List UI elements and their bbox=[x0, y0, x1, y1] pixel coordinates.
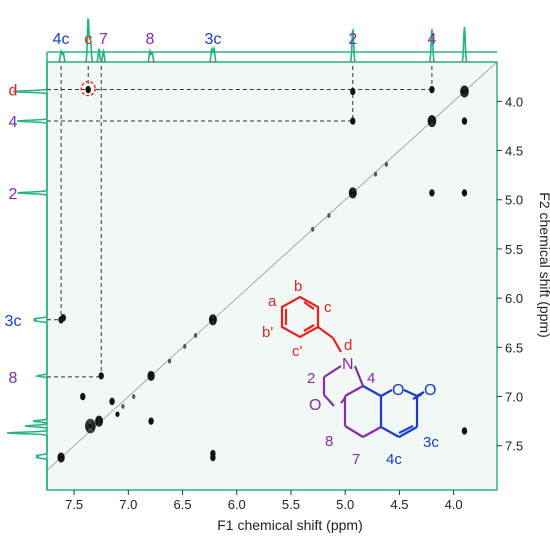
x-tick-label: 7.0 bbox=[119, 497, 137, 512]
x-tick-label: 5.0 bbox=[336, 497, 354, 512]
y-tick-label: 4.0 bbox=[505, 94, 523, 109]
top-peak-label: 4 bbox=[427, 31, 436, 48]
diagonal-line bbox=[46, 61, 498, 471]
diagonal-peak bbox=[427, 115, 437, 128]
left-peak-label: 2 bbox=[9, 186, 18, 203]
structure-label-8: 8 bbox=[325, 433, 333, 450]
cross-peak bbox=[98, 372, 104, 380]
structure-atom-o-ring: O bbox=[309, 397, 321, 414]
diagonal-peak bbox=[460, 85, 469, 98]
highlight-circle bbox=[80, 80, 96, 97]
diagonal-peak bbox=[85, 418, 96, 434]
y-tick-label: 7.5 bbox=[505, 439, 523, 454]
cross-peak bbox=[60, 314, 66, 322]
diagonal-dot bbox=[193, 333, 198, 338]
left-peak-label: 8 bbox=[9, 370, 18, 387]
structure-label-c: c bbox=[324, 299, 332, 316]
structure-atom-o-lactone: O bbox=[392, 382, 404, 399]
chemical-structure: a b c b' c' d N 2 4 O 8 7 O O 4c 3c bbox=[262, 278, 439, 468]
cross-peak bbox=[350, 87, 356, 96]
top-peak-label: 2 bbox=[348, 31, 357, 48]
x-axis-label: F1 chemical shift (ppm) bbox=[217, 517, 362, 533]
structure-atom-o-carbonyl: O bbox=[424, 382, 436, 399]
y-axis-label: F2 chemical shift (ppm) bbox=[537, 192, 550, 337]
cross-peak bbox=[461, 117, 468, 125]
structure-label-d: d bbox=[344, 337, 352, 354]
cross-peak bbox=[210, 449, 216, 458]
benzyl-ring bbox=[280, 295, 342, 353]
left-peak-label: 3c bbox=[5, 313, 22, 330]
y-tick-label: 6.5 bbox=[505, 340, 523, 355]
y-tick-label: 4.5 bbox=[505, 144, 523, 159]
diagonal-peak bbox=[147, 370, 155, 381]
structure-label-a: a bbox=[268, 293, 277, 310]
structure-label-4: 4 bbox=[367, 370, 375, 387]
diagonal-dot bbox=[121, 403, 125, 409]
diagonal-peak bbox=[208, 314, 217, 326]
diagonal-dot bbox=[183, 343, 187, 349]
left-projection-spectrum bbox=[7, 62, 48, 490]
top-peak-label: 4c bbox=[53, 31, 70, 48]
diagonal-peak bbox=[115, 411, 120, 417]
x-tick-label: 4.5 bbox=[390, 497, 408, 512]
diagonal-dot bbox=[311, 226, 315, 232]
diagonal-peak bbox=[57, 452, 65, 463]
structure-label-7: 7 bbox=[352, 451, 360, 468]
structure-label-4c: 4c bbox=[386, 451, 402, 468]
x-tick-label: 5.5 bbox=[282, 497, 300, 512]
coumarin-ring bbox=[362, 385, 425, 438]
structure-label-2: 2 bbox=[307, 370, 315, 387]
y-tick-label: 6.0 bbox=[505, 291, 523, 306]
structure-label-c-prime: c' bbox=[292, 343, 303, 360]
top-peak-label: c bbox=[84, 31, 92, 48]
cross-peak bbox=[85, 85, 91, 94]
diagonal-peak bbox=[95, 415, 104, 427]
diagonal-dot bbox=[373, 171, 378, 177]
structure-atom-n: N bbox=[342, 356, 354, 373]
cross-peak bbox=[80, 392, 86, 401]
top-peak-label: 7 bbox=[99, 31, 108, 48]
left-peak-label: 4 bbox=[9, 114, 18, 131]
diagonal-dot bbox=[132, 394, 136, 399]
diagonal-dot bbox=[384, 161, 388, 167]
left-peak-label: d bbox=[9, 83, 18, 100]
plot-area bbox=[46, 61, 498, 491]
cross-peak bbox=[350, 117, 356, 125]
structure-label-3c: 3c bbox=[423, 434, 439, 451]
y-tick-label: 5.5 bbox=[505, 242, 523, 257]
x-tick-label: 6.5 bbox=[174, 497, 192, 512]
structure-label-b-prime: b' bbox=[262, 324, 273, 341]
structure-label-b: b bbox=[294, 278, 302, 295]
oxazine-ring bbox=[322, 365, 382, 438]
top-projection-spectrum bbox=[47, 17, 497, 63]
x-tick-label: 6.0 bbox=[228, 497, 246, 512]
top-peak-label: 3c bbox=[204, 31, 221, 48]
diagonal-peak bbox=[348, 187, 357, 199]
x-tick-label: 7.5 bbox=[65, 497, 83, 512]
cross-peak bbox=[109, 397, 115, 406]
y-tick-label: 7.0 bbox=[505, 390, 523, 405]
y-tick-label: 5.0 bbox=[505, 193, 523, 208]
cross-peak bbox=[148, 417, 154, 425]
diagonal-dot bbox=[327, 213, 331, 218]
cross-peak bbox=[461, 427, 468, 435]
diagonal-dot bbox=[167, 358, 172, 364]
x-tick-label: 4.0 bbox=[445, 497, 463, 512]
cross-peak bbox=[461, 189, 468, 197]
cross-peak bbox=[429, 85, 435, 94]
cross-peak bbox=[429, 189, 435, 197]
top-peak-label: 8 bbox=[146, 31, 155, 48]
